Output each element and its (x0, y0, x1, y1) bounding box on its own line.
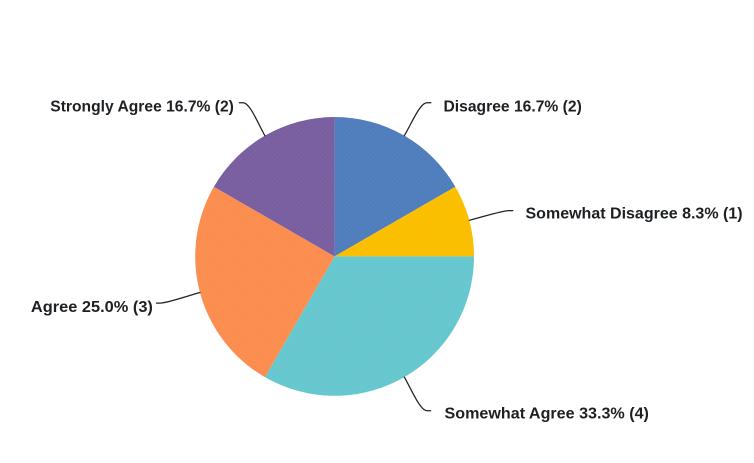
svg-text:Disagree 16.7% (2): Disagree 16.7% (2) (444, 98, 582, 115)
svg-text:Somewhat Disagree 8.3% (1): Somewhat Disagree 8.3% (1) (526, 206, 743, 223)
svg-text:Somewhat Agree 33.3% (4): Somewhat Agree 33.3% (4) (445, 406, 649, 423)
svg-text:Strongly Agree 16.7% (2): Strongly Agree 16.7% (2) (50, 99, 234, 116)
svg-text:Agree 25.0% (3): Agree 25.0% (3) (31, 299, 153, 316)
